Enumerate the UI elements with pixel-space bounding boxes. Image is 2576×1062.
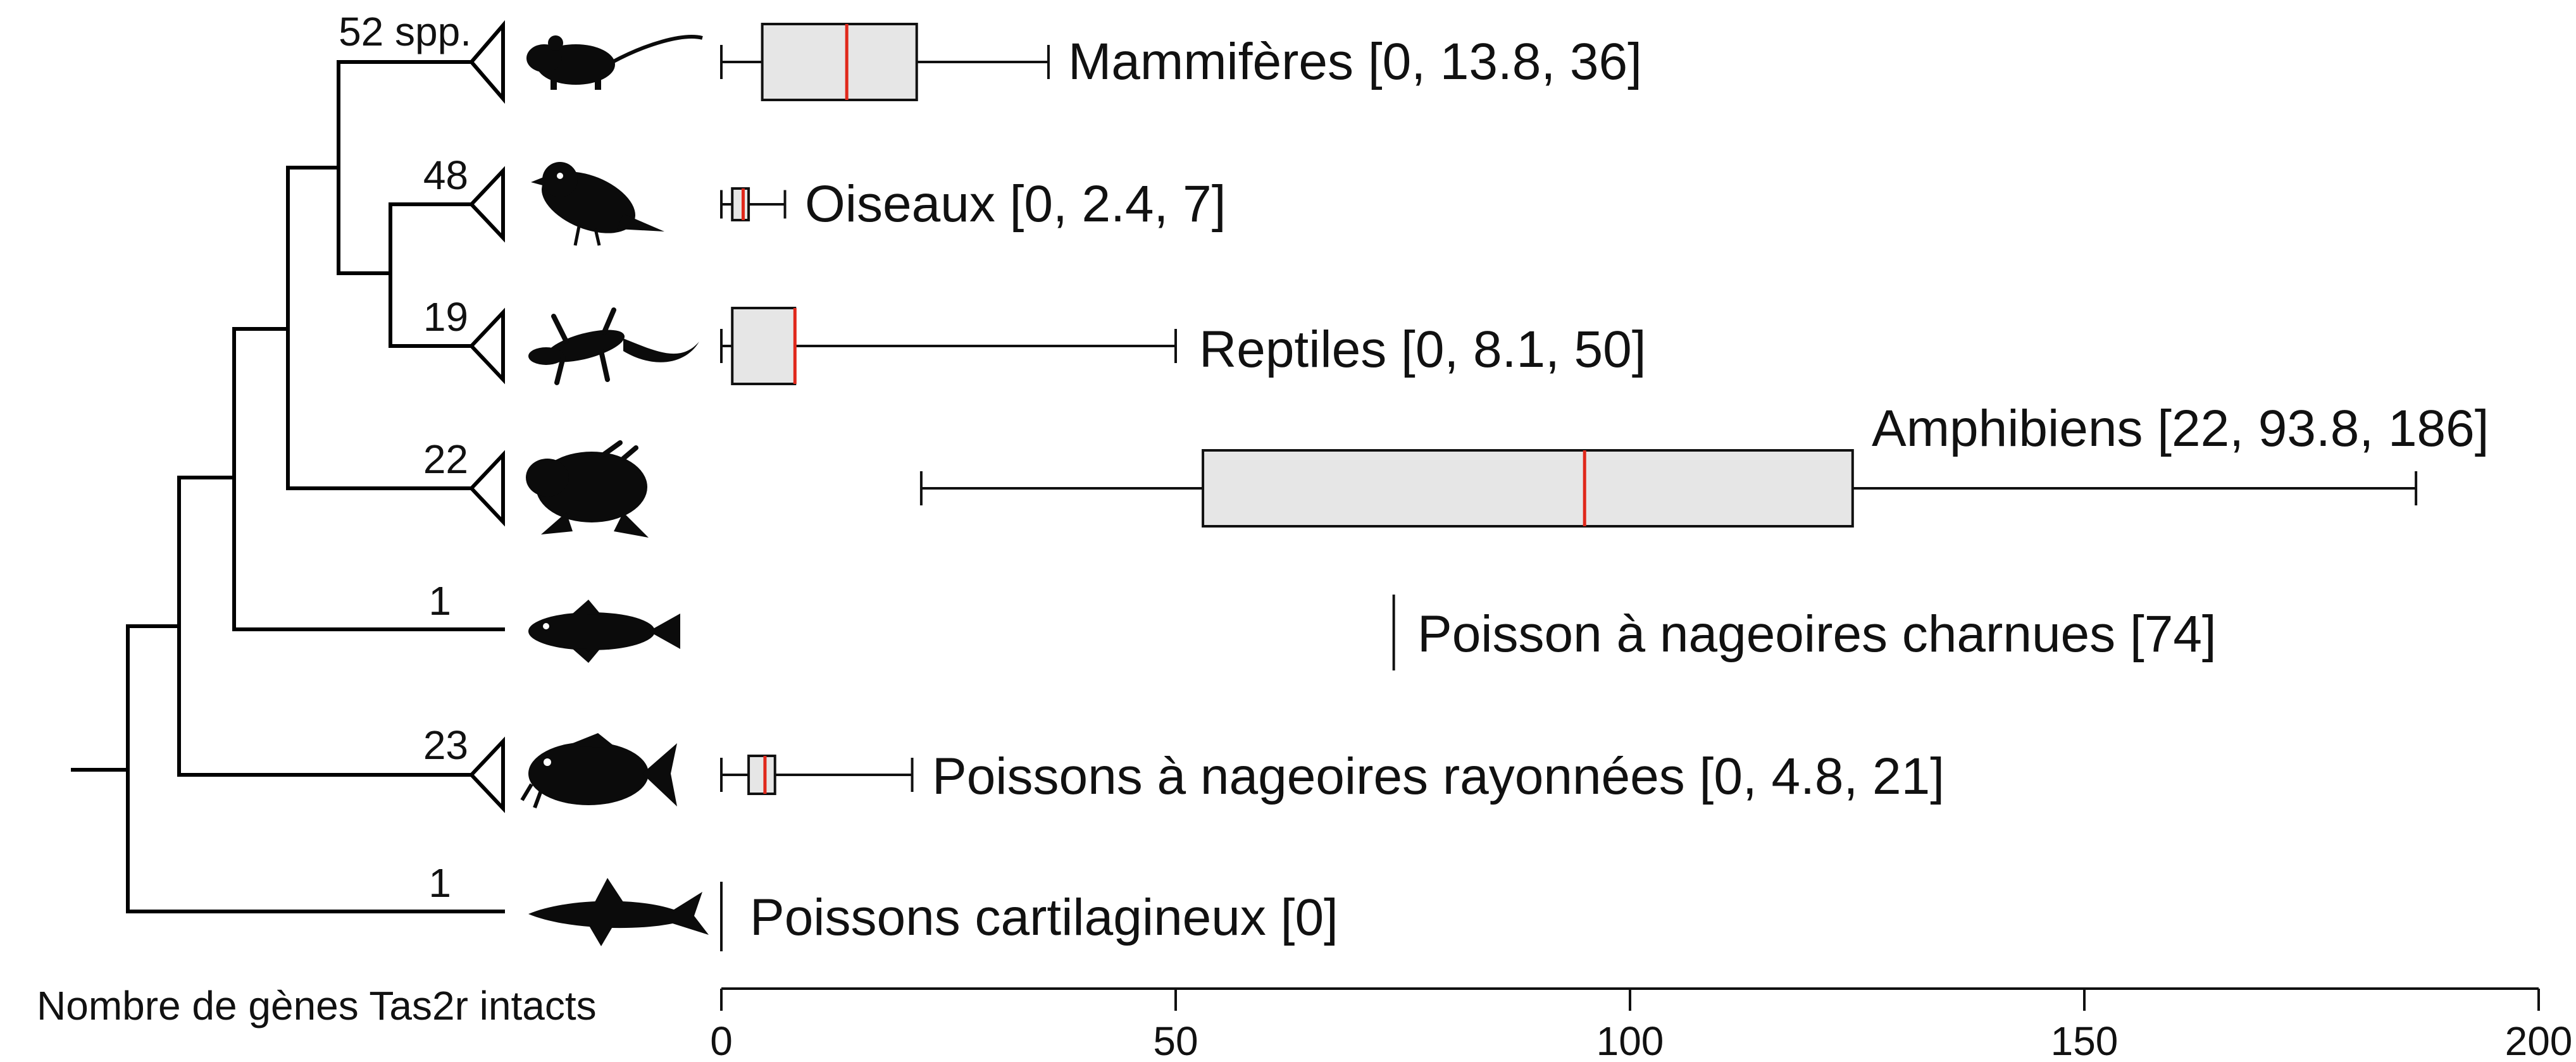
- silhouettes: [520, 35, 709, 946]
- x-tick-label: 100: [1596, 1018, 1664, 1062]
- x-tick-label: 50: [1153, 1018, 1198, 1062]
- bird-icon: [531, 162, 664, 246]
- x-tick-label: 200: [2505, 1018, 2573, 1062]
- count-label: 1: [428, 578, 451, 624]
- box-mammiferes: [761, 23, 918, 101]
- box-reptiles: [731, 307, 797, 385]
- coelacanth-icon: [528, 600, 680, 663]
- series-label-cartilagineux: Poissons cartilagineux [0]: [750, 889, 1338, 946]
- clade-triangle-mammiferes: [469, 20, 505, 104]
- series-label-oiseaux: Oiseaux [0, 2.4, 7]: [805, 175, 1226, 233]
- fish-icon: [520, 733, 677, 809]
- x-tick-label: 150: [2051, 1018, 2119, 1062]
- frog-icon: [526, 440, 649, 538]
- count-label: 48: [423, 152, 468, 198]
- x-tick-label: 0: [710, 1018, 733, 1062]
- count-label: 22: [423, 436, 468, 482]
- tree-branch-node6: [389, 202, 473, 348]
- count-label: 23: [423, 722, 468, 768]
- shark-icon: [528, 878, 709, 946]
- count-label: 19: [423, 294, 468, 340]
- tree-branch-node2: [177, 476, 505, 777]
- mouse-icon: [526, 35, 703, 90]
- x-axis: Nombre de gènes Tas2r intacts 0 50 100 150 2…: [37, 983, 2572, 1062]
- series-label-actinopterygiens: Poissons à nageoires rayonnées [0, 4.8, …: [932, 748, 1944, 805]
- box-actinopterygiens: [747, 755, 776, 795]
- box-amphibiens: [1202, 449, 1854, 528]
- lizard-icon: [528, 307, 699, 385]
- tree-branch-node3: [232, 327, 505, 631]
- clade-triangle-oiseaux: [468, 166, 505, 243]
- species-counts: 52 spp. 48 19 22 1 23 1: [339, 9, 471, 906]
- count-label: 1: [428, 860, 451, 906]
- series-label-reptiles: Reptiles [0, 8.1, 50]: [1199, 321, 1646, 378]
- count-label: 52 spp.: [339, 9, 471, 54]
- clade-triangle-actinopterygiens: [468, 736, 505, 813]
- box-oiseaux: [731, 187, 750, 221]
- series-label-mammiferes: Mammifères [0, 13.8, 36]: [1068, 33, 1642, 90]
- series-label-amphibiens: Amphibiens [22, 93.8, 186]: [1872, 400, 2489, 457]
- boxplot-area: [720, 23, 2418, 951]
- x-axis-label: Nombre de gènes Tas2r intacts: [37, 983, 597, 1028]
- series-label-sarcopterygiens: Poisson à nageoires charnues [74]: [1417, 605, 2217, 663]
- tree-branch-node4: [286, 166, 473, 490]
- clade-triangle-amphibiens: [468, 450, 505, 527]
- tree-branch-node5: [337, 60, 473, 275]
- phylogenetic-tree: [71, 20, 505, 913]
- tree-branch-node1: [126, 624, 505, 913]
- series-labels: Mammifères [0, 13.8, 36] Oiseaux [0, 2.4…: [750, 33, 2489, 946]
- clade-triangle-reptiles: [468, 307, 505, 385]
